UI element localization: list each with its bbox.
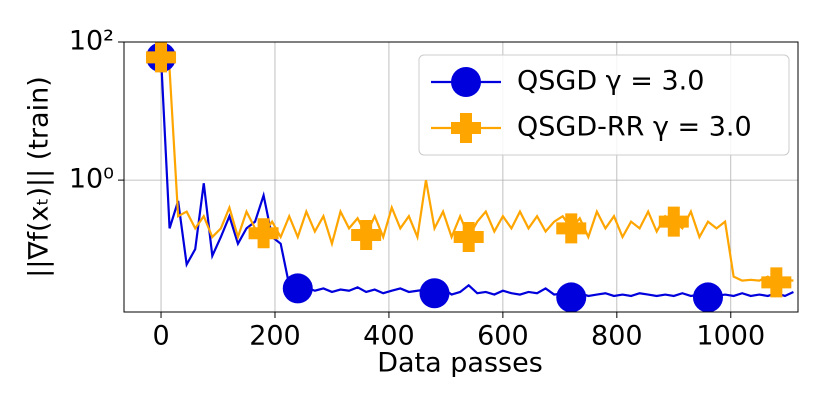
- x-tick-label: 600: [477, 321, 529, 352]
- marker: [451, 67, 481, 97]
- y-tick-label: 10²: [69, 26, 114, 57]
- marker: [146, 42, 177, 73]
- plot-frame: [123, 41, 799, 313]
- series-line: [159, 57, 794, 299]
- marker: [556, 213, 587, 244]
- marker: [453, 221, 484, 252]
- marker: [248, 218, 279, 249]
- marker: [419, 278, 450, 309]
- legend-box: [418, 54, 790, 156]
- y-axis-label: ||∇f(xₜ)|| (train): [24, 76, 55, 277]
- marker: [761, 267, 792, 298]
- marker: [351, 220, 382, 251]
- marker: [692, 282, 723, 312]
- x-axis-label: Data passes: [377, 348, 543, 379]
- marker: [556, 282, 587, 312]
- x-tick-label: 200: [249, 321, 301, 352]
- legend-label: QSGD-RR γ = 3.0: [517, 112, 752, 143]
- x-tick-label: 1000: [696, 321, 765, 352]
- marker: [658, 206, 689, 237]
- y-tick-label: 10⁰: [69, 164, 114, 195]
- plot: [146, 42, 794, 312]
- x-tick-label: 400: [363, 321, 415, 352]
- legend-label: QSGD γ = 3.0: [517, 66, 704, 97]
- x-tick-label: 800: [591, 321, 643, 352]
- x-tick-label: 0: [152, 321, 169, 352]
- marker: [282, 273, 313, 304]
- marker: [451, 113, 481, 143]
